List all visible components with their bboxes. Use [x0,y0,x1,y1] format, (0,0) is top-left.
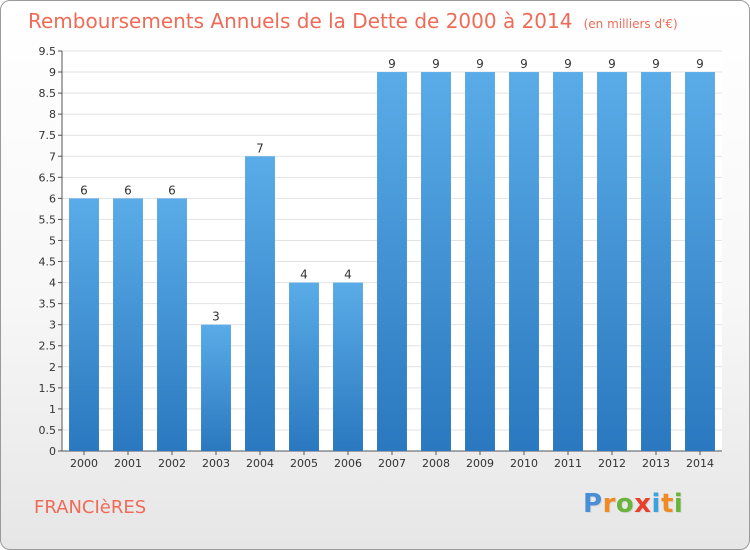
y-tick-label: 0.5 [39,424,57,437]
x-tick-label: 2010 [510,457,538,470]
bar-value-label: 6 [80,183,88,197]
bar-value-label: 9 [608,57,616,71]
bar-value-label: 9 [652,57,660,71]
x-tick-label: 2008 [422,457,450,470]
bar [597,72,627,451]
bar [509,72,539,451]
y-tick-label: 5 [49,234,56,247]
bar [641,72,671,451]
x-tick-label: 2005 [290,457,318,470]
y-tick-label: 7.5 [39,129,57,142]
logo-letter: i [651,489,661,519]
y-tick-label: 9 [49,66,56,79]
bar [201,324,231,451]
x-tick-label: 2006 [334,457,362,470]
bar [553,72,583,451]
bar [465,72,495,451]
x-tick-label: 2003 [202,457,230,470]
y-tick-label: 5.5 [39,213,57,226]
x-tick-label: 2011 [554,457,582,470]
logo-letter: t [660,489,674,519]
bar-value-label: 9 [432,57,440,71]
y-tick-label: 4.5 [39,256,57,269]
x-tick-label: 2007 [378,457,406,470]
x-tick-label: 2012 [598,457,626,470]
x-tick-label: 2014 [686,457,714,470]
bar [421,72,451,451]
bar [113,198,143,451]
y-tick-label: 3.5 [39,298,57,311]
y-tick-label: 8.5 [39,87,57,100]
bar [157,198,187,451]
logo-letter: x [634,489,652,519]
x-tick-label: 2001 [114,457,142,470]
y-tick-label: 4 [49,277,56,290]
y-tick-label: 1.5 [39,382,57,395]
y-tick-label: 8 [49,108,56,121]
bar-value-label: 7 [256,141,264,155]
logo-letter: o [615,489,635,519]
bar [333,282,363,451]
logo-letter: r [602,489,616,519]
x-tick-label: 2002 [158,457,186,470]
chart-title-main: Remboursements Annuels de la Dette de 20… [28,9,573,33]
bar-value-label: 3 [212,310,220,324]
bar-value-label: 9 [564,57,572,71]
bar [377,72,407,451]
logo-letter: i [673,489,684,519]
x-tick-label: 2009 [466,457,494,470]
bar [69,198,99,451]
bar-value-label: 9 [476,57,484,71]
bar [289,282,319,451]
commune-name: FRANCIèRES [34,497,147,518]
y-tick-label: 9.5 [39,45,57,58]
x-tick-label: 2004 [246,457,274,470]
proxiti-logo: Proxiti [583,489,683,519]
y-tick-label: 0 [49,445,56,458]
y-tick-label: 6 [49,192,56,205]
bar-value-label: 4 [300,268,308,282]
y-tick-label: 2 [49,361,56,374]
y-tick-label: 6.5 [39,171,57,184]
y-tick-label: 1 [49,403,56,416]
bar [685,72,715,451]
chart-title: Remboursements Annuels de la Dette de 20… [28,9,678,33]
logo-letter: P [583,489,603,519]
bar-value-label: 6 [124,183,132,197]
bar-value-label: 4 [344,268,352,282]
y-tick-label: 3 [49,319,56,332]
y-tick-label: 2.5 [39,340,57,353]
bar-value-label: 9 [696,57,704,71]
bar-value-label: 6 [168,183,176,197]
labels: 0 0.5 1 1.5 2 2.5 3 3.5 4 4.5 5 5.5 6 6.5 7 7.5 8 8.5 9 9.5… [39,45,715,470]
x-tick-label: 2000 [70,457,98,470]
bar-value-label: 9 [388,57,396,71]
x-tick-label: 2013 [642,457,670,470]
chart-unit-note: (en milliers d'€) [583,17,678,31]
y-tick-label: 7 [49,150,56,163]
bar-value-label: 9 [520,57,528,71]
bars [69,72,715,451]
bar [245,156,275,451]
